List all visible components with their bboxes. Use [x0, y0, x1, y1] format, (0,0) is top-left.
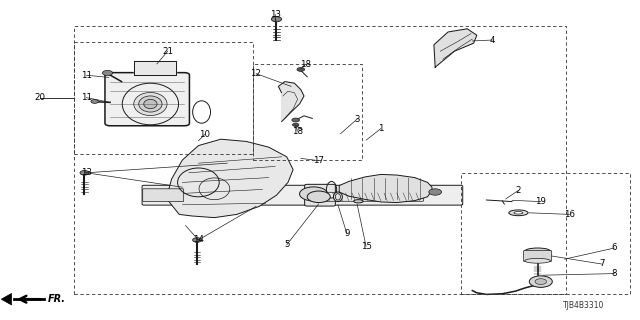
Circle shape: [297, 68, 305, 71]
Ellipse shape: [514, 212, 523, 214]
Circle shape: [91, 100, 99, 103]
Bar: [253, 64, 362, 160]
Circle shape: [102, 70, 113, 76]
Text: TJB4B3310: TJB4B3310: [563, 301, 605, 310]
Text: 9: 9: [344, 229, 349, 238]
Polygon shape: [339, 174, 432, 203]
Text: 1: 1: [378, 124, 383, 133]
Ellipse shape: [333, 192, 342, 202]
Circle shape: [292, 123, 299, 126]
Circle shape: [307, 191, 330, 203]
Bar: [74, 26, 566, 294]
Ellipse shape: [144, 100, 157, 108]
Polygon shape: [134, 61, 176, 75]
Ellipse shape: [509, 210, 528, 216]
FancyBboxPatch shape: [305, 184, 335, 206]
Circle shape: [271, 17, 282, 22]
Text: 13: 13: [81, 168, 92, 177]
Circle shape: [80, 171, 89, 175]
Bar: [461, 173, 630, 294]
Text: 15: 15: [360, 242, 372, 251]
Text: 19: 19: [536, 197, 546, 206]
Polygon shape: [166, 139, 293, 218]
Text: 5: 5: [284, 240, 289, 249]
Text: 16: 16: [564, 210, 575, 219]
Ellipse shape: [354, 200, 364, 203]
Text: 13: 13: [269, 10, 281, 19]
Text: 3: 3: [355, 115, 360, 124]
Circle shape: [292, 118, 300, 122]
Text: 17: 17: [313, 156, 324, 165]
Ellipse shape: [335, 194, 340, 200]
FancyBboxPatch shape: [142, 185, 463, 205]
FancyBboxPatch shape: [524, 251, 552, 261]
Circle shape: [300, 187, 328, 201]
Polygon shape: [278, 82, 304, 122]
Ellipse shape: [525, 259, 550, 263]
Text: 11: 11: [81, 93, 92, 102]
Text: 12: 12: [250, 69, 262, 78]
Circle shape: [193, 238, 202, 242]
Text: 18: 18: [292, 127, 303, 136]
Text: 2: 2: [516, 186, 521, 195]
Text: 7: 7: [599, 260, 604, 268]
Ellipse shape: [525, 248, 550, 254]
FancyBboxPatch shape: [312, 192, 424, 201]
Text: 6: 6: [612, 244, 617, 252]
Text: 4: 4: [490, 36, 495, 44]
Circle shape: [529, 276, 552, 287]
Circle shape: [429, 189, 442, 195]
Text: 18: 18: [300, 60, 312, 68]
Circle shape: [535, 279, 547, 284]
Text: 10: 10: [199, 130, 211, 139]
Text: 8: 8: [612, 269, 617, 278]
Text: 20: 20: [34, 93, 45, 102]
Text: FR.: FR.: [48, 294, 66, 304]
FancyBboxPatch shape: [143, 189, 184, 202]
Polygon shape: [1, 293, 12, 305]
Polygon shape: [434, 29, 477, 67]
Text: 11: 11: [81, 71, 92, 80]
Ellipse shape: [134, 92, 167, 116]
Text: 14: 14: [193, 236, 204, 244]
Ellipse shape: [139, 96, 162, 112]
FancyBboxPatch shape: [105, 73, 189, 126]
Text: 21: 21: [162, 47, 173, 56]
Bar: [74, 42, 253, 154]
